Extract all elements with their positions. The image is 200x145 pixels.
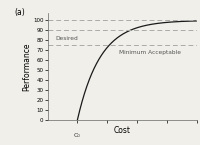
Text: C₀: C₀ [74, 133, 81, 138]
Text: Desired: Desired [56, 36, 79, 41]
X-axis label: Cost: Cost [114, 126, 131, 135]
Text: (a): (a) [15, 8, 26, 17]
Text: Minimum Acceptable: Minimum Acceptable [119, 50, 181, 55]
Y-axis label: Performance: Performance [23, 42, 32, 91]
